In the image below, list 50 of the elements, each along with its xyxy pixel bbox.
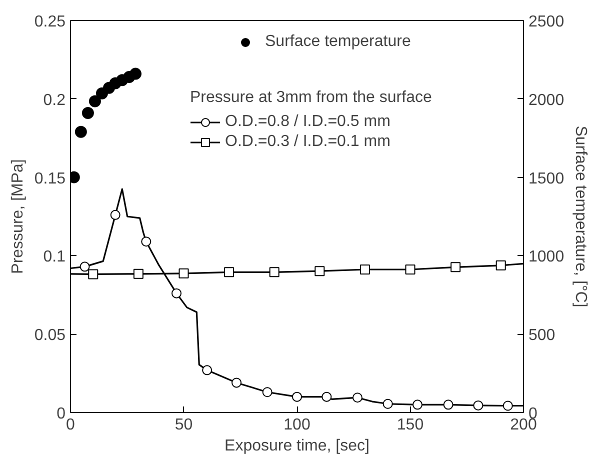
y-tick-label: 0.25 <box>34 14 66 30</box>
legend-title: Pressure at 3mm from the surface <box>190 89 432 107</box>
x-tick-label: 50 <box>174 416 193 434</box>
point <box>262 387 272 398</box>
point <box>224 267 234 278</box>
point <box>130 68 142 80</box>
y-tick-label: 0 <box>56 406 66 422</box>
y2-tick-label: 2500 <box>528 14 564 30</box>
point <box>141 236 152 247</box>
y2-tick-label: 2000 <box>528 92 564 109</box>
legend-label: O.D.=0.8 / I.D.=0.5 mm <box>225 113 390 131</box>
y-tick-label: 0.15 <box>34 170 66 188</box>
point <box>178 268 189 278</box>
point <box>292 392 302 402</box>
legend-label: Surface temperature <box>265 33 411 51</box>
point <box>360 264 370 274</box>
point <box>496 260 506 270</box>
point <box>473 400 484 410</box>
point <box>88 95 101 108</box>
point <box>74 126 87 138</box>
y-axis-title: Pressure, [MPa] <box>9 159 26 274</box>
y2-tick-label: 1000 <box>528 248 564 266</box>
point <box>82 107 94 119</box>
point <box>322 392 332 402</box>
point <box>202 365 212 376</box>
y-tick-label: 0.2 <box>43 92 66 109</box>
point <box>412 400 422 410</box>
x-tick-label: 150 <box>396 416 424 434</box>
point <box>443 400 454 410</box>
point <box>80 262 90 272</box>
y2-tick-label: 500 <box>528 327 556 344</box>
x-tick-label: 100 <box>284 416 310 434</box>
point <box>352 392 362 403</box>
point <box>450 262 461 272</box>
x-axis-title: Exposure time, [sec] <box>224 438 370 454</box>
point <box>232 378 242 388</box>
point <box>172 288 182 298</box>
point <box>405 264 416 274</box>
point <box>88 269 98 280</box>
legend-label: O.D.=0.3 / I.D.=0.1 mm <box>225 133 390 151</box>
y2-axis-title: Surface temperature, [°C] <box>572 126 590 308</box>
point <box>133 268 144 279</box>
y-tick-label: 0.05 <box>34 327 66 344</box>
point <box>269 267 280 278</box>
point <box>502 400 513 411</box>
point <box>314 266 325 276</box>
y2-tick-label: 1500 <box>528 170 564 188</box>
y-tick-label: 0.1 <box>43 248 66 266</box>
point <box>110 210 120 220</box>
point <box>382 398 393 409</box>
